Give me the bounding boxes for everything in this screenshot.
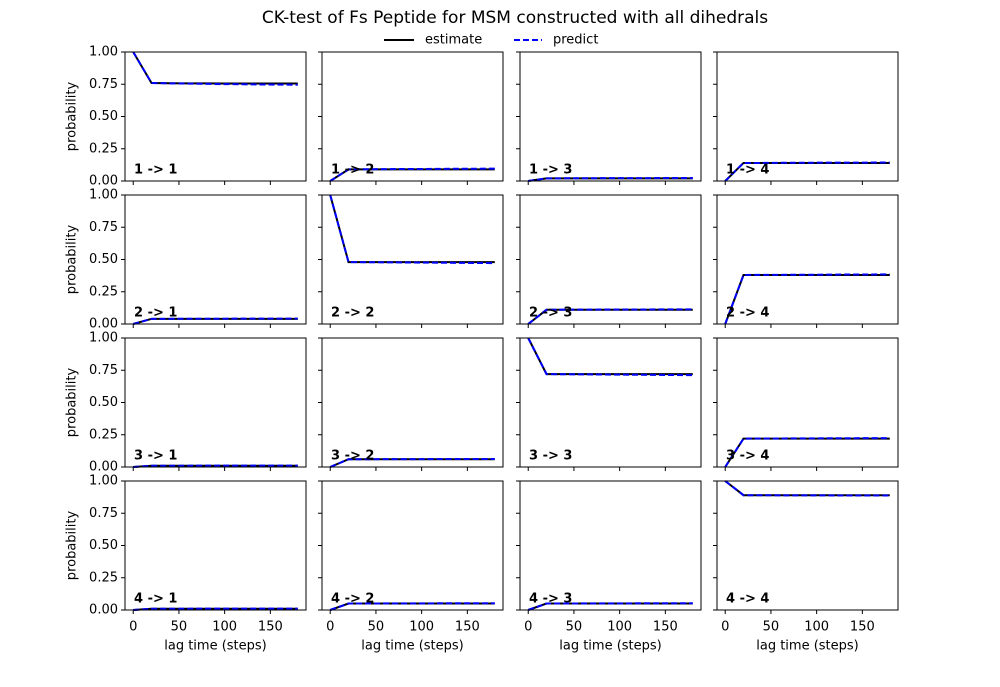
x-tick-label: 150	[455, 620, 480, 635]
series-line	[528, 177, 693, 182]
panel-frame	[124, 51, 307, 182]
panel-label: 2 -> 4	[726, 306, 769, 321]
figure-title: CK-test of Fs Peptide for MSM constructe…	[262, 8, 768, 28]
x-tick-label: 50	[171, 620, 188, 635]
panel-frame	[519, 337, 702, 468]
panel-label: 4 -> 3	[529, 592, 572, 607]
x-tick-label: 150	[258, 620, 283, 635]
panel-frame	[716, 51, 899, 182]
x-tick-label: 0	[129, 620, 137, 635]
series-line	[724, 273, 890, 325]
x-tick-label: 50	[763, 620, 780, 635]
panel-label: 2 -> 2	[331, 306, 374, 321]
series-line	[724, 480, 890, 497]
panel-label: 4 -> 4	[726, 592, 769, 607]
x-tick-label: 0	[524, 620, 532, 635]
series-line	[132, 317, 298, 325]
series-line	[724, 437, 890, 468]
panel-label: 3 -> 1	[134, 449, 177, 464]
series-line	[329, 602, 495, 611]
y-axis-label: probability	[65, 225, 80, 295]
panel-label: 2 -> 3	[529, 306, 572, 321]
y-tick-label: 0.25	[89, 570, 118, 585]
x-tick-label: 150	[653, 620, 678, 635]
y-axis-label: probability	[65, 511, 80, 581]
x-tick-label: 100	[212, 620, 237, 635]
x-tick-label: 0	[721, 620, 729, 635]
panel-frame	[716, 480, 899, 611]
y-tick-label: 0.25	[89, 141, 118, 156]
y-tick-label: 0.00	[89, 317, 118, 332]
panel-frame	[519, 51, 702, 182]
x-tick-label: 100	[804, 620, 829, 635]
y-tick-label: 0.75	[89, 220, 118, 235]
panel-label: 3 -> 3	[529, 449, 572, 464]
x-axis-label: lag time (steps)	[756, 639, 859, 654]
y-tick-label: 0.50	[89, 252, 118, 267]
panel-frame	[519, 194, 702, 325]
panel-label: 4 -> 1	[134, 592, 177, 607]
series-line	[329, 194, 495, 264]
panel-frame	[321, 194, 504, 325]
y-tick-label: 0.75	[89, 77, 118, 92]
series-line	[724, 161, 890, 182]
y-tick-label: 1.00	[89, 188, 118, 203]
panel-label: 2 -> 1	[134, 306, 177, 321]
x-tick-label: 0	[326, 620, 334, 635]
series-line	[329, 167, 495, 182]
y-tick-label: 1.00	[89, 474, 118, 489]
series-line	[527, 602, 693, 611]
y-tick-label: 1.00	[89, 331, 118, 346]
y-tick-label: 0.75	[89, 363, 118, 378]
panel-label: 1 -> 3	[529, 163, 572, 178]
panel-frame	[321, 337, 504, 468]
y-tick-label: 0.50	[89, 538, 118, 553]
x-tick-label: 100	[607, 620, 632, 635]
panel-label: 1 -> 4	[726, 163, 769, 178]
y-tick-label: 0.25	[89, 427, 118, 442]
x-tick-label: 50	[368, 620, 385, 635]
series-line	[527, 337, 693, 377]
y-tick-label: 0.50	[89, 109, 118, 124]
series-line	[133, 607, 298, 611]
panel-label: 3 -> 4	[726, 449, 769, 464]
y-axis-label: probability	[65, 368, 80, 438]
series-line	[132, 51, 298, 86]
panel-frame	[124, 194, 307, 325]
panel-frame	[519, 480, 702, 611]
x-axis-label: lag time (steps)	[164, 639, 267, 654]
panel-label: 3 -> 2	[331, 449, 374, 464]
series-line	[133, 464, 298, 468]
legend-label: predict	[553, 33, 598, 48]
y-tick-label: 0.25	[89, 284, 118, 299]
panel-frame	[321, 51, 504, 182]
y-tick-label: 0.00	[89, 603, 118, 618]
panel-label: 4 -> 2	[331, 592, 374, 607]
x-axis-label: lag time (steps)	[559, 639, 662, 654]
y-axis-label: probability	[65, 82, 80, 152]
panel-frame	[321, 480, 504, 611]
series-line	[329, 458, 495, 468]
y-tick-label: 1.00	[89, 45, 118, 60]
legend-label: estimate	[425, 33, 482, 48]
x-tick-label: 50	[566, 620, 583, 635]
panel-frame	[716, 194, 899, 325]
panel-frame	[716, 337, 899, 468]
series-line	[527, 308, 693, 325]
panel-label: 1 -> 1	[134, 163, 177, 178]
y-tick-label: 0.50	[89, 395, 118, 410]
x-axis-label: lag time (steps)	[361, 639, 464, 654]
panel-frame	[124, 337, 307, 468]
x-tick-label: 150	[850, 620, 875, 635]
y-tick-label: 0.75	[89, 506, 118, 521]
panel-frame	[124, 480, 307, 611]
y-tick-label: 0.00	[89, 460, 118, 475]
panel-label: 1 -> 2	[331, 163, 374, 178]
x-tick-label: 100	[409, 620, 434, 635]
y-tick-label: 0.00	[89, 174, 118, 189]
